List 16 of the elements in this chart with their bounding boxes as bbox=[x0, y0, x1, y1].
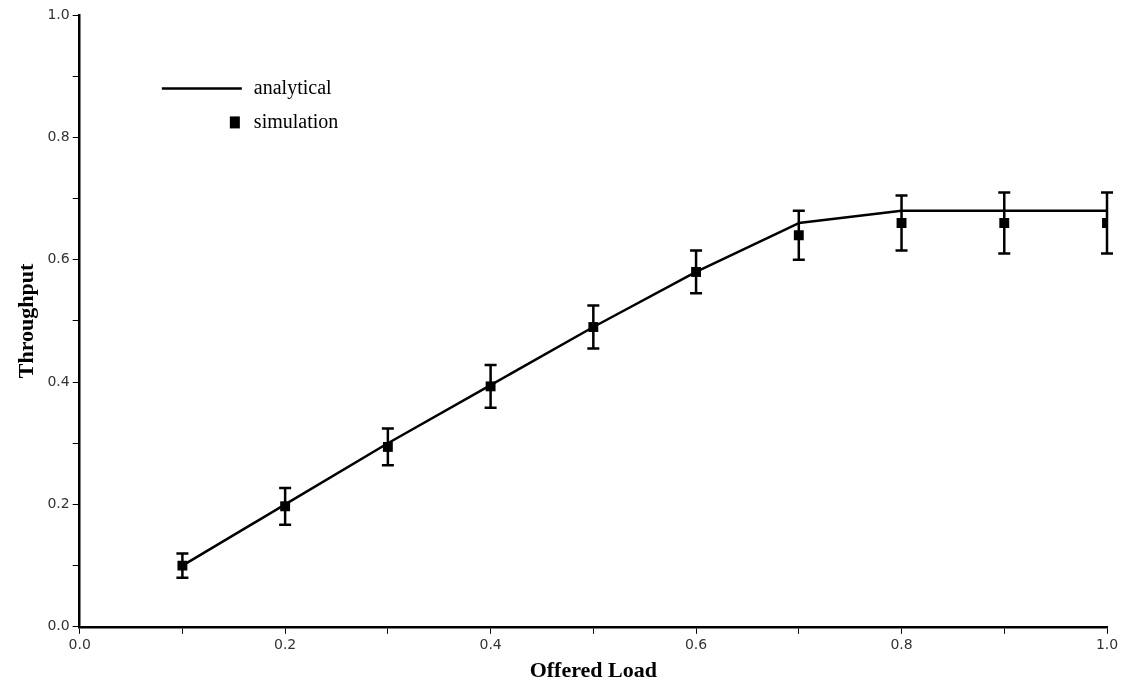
legend-label: analytical bbox=[253, 75, 333, 99]
x-axis-title: Offered Load bbox=[529, 657, 657, 683]
y-tick-label: 1.0 bbox=[47, 5, 70, 22]
y-tick-label: 0.0 bbox=[47, 617, 70, 634]
x-tick-label: 1.0 bbox=[1095, 635, 1119, 652]
x-tick-label: 0.2 bbox=[274, 635, 297, 652]
x-tick-label: 0.0 bbox=[68, 635, 91, 652]
x-tick-label: 0.4 bbox=[479, 635, 502, 652]
x-tick-label: 0.8 bbox=[890, 635, 913, 652]
y-tick-label: 0.2 bbox=[47, 495, 70, 512]
y-tick-label: 0.6 bbox=[47, 250, 70, 267]
y-axis-title: Throughput bbox=[12, 262, 38, 379]
y-tick-label: 0.8 bbox=[47, 128, 70, 144]
y-tick-label: 0.4 bbox=[47, 372, 70, 389]
x-tick-label: 0.6 bbox=[684, 635, 708, 652]
legend-label: simulation bbox=[253, 109, 339, 132]
